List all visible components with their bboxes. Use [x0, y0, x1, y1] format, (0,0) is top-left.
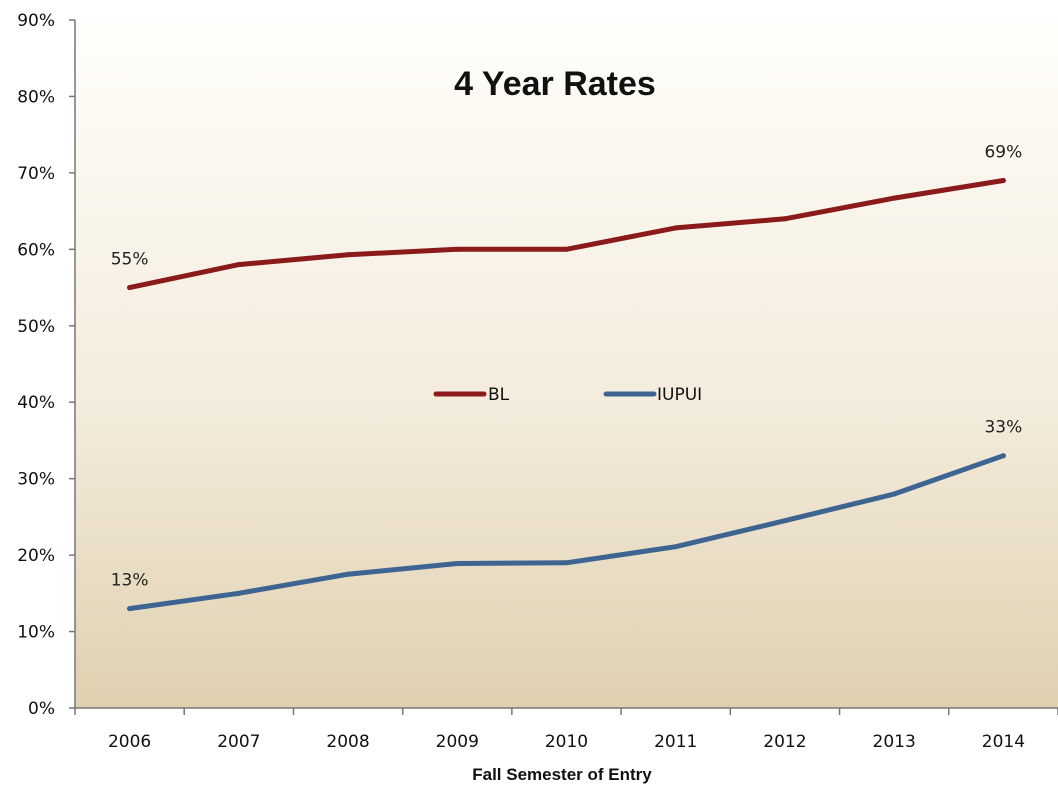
x-tick-label: 2010	[545, 732, 588, 752]
data-point-iupui	[236, 590, 242, 596]
data-point-iupui	[454, 561, 460, 567]
data-point-bl	[1000, 178, 1006, 184]
series-layer	[127, 178, 1006, 612]
y-tick-label: 0%	[28, 699, 55, 719]
y-tick-label: 90%	[17, 11, 55, 31]
data-point-bl	[345, 252, 351, 258]
y-tick-label: 30%	[17, 470, 55, 490]
data-label-iupui: 13%	[111, 571, 149, 591]
x-axis-title: Fall Semester of Entry	[472, 765, 652, 784]
data-point-bl	[127, 285, 133, 291]
data-label-bl: 69%	[984, 143, 1022, 163]
data-point-bl	[673, 225, 679, 231]
data-point-iupui	[1000, 453, 1006, 459]
x-tick-label: 2014	[982, 732, 1025, 752]
x-tick-label: 2008	[326, 732, 369, 752]
y-tick-label: 50%	[17, 317, 55, 337]
data-point-iupui	[127, 606, 133, 612]
data-point-bl	[236, 262, 242, 268]
y-tick-label: 70%	[17, 164, 55, 184]
x-tick-label: 2013	[873, 732, 916, 752]
y-tick-label: 60%	[17, 240, 55, 260]
plot-area	[75, 20, 1058, 708]
x-tick-label: 2011	[654, 732, 697, 752]
data-point-iupui	[564, 560, 569, 566]
data-point-iupui	[782, 518, 788, 524]
x-tick-label: 2006	[108, 732, 151, 752]
data-point-bl	[564, 246, 569, 252]
x-tick-label: 2007	[217, 732, 260, 752]
y-tick-label: 10%	[17, 623, 55, 643]
legend: BL IUPUI	[433, 385, 702, 405]
y-tick-label: 40%	[17, 393, 55, 413]
y-tick-label: 20%	[17, 546, 55, 566]
x-tick-label: 2012	[763, 732, 806, 752]
chart-title: 4 Year Rates	[454, 65, 656, 103]
x-tick-label: 2009	[436, 732, 479, 752]
axes	[74, 20, 1058, 709]
data-labels: 55% 69% 13% 33%	[111, 143, 1023, 591]
legend-label-iupui: IUPUI	[657, 385, 702, 405]
data-point-iupui	[345, 571, 351, 577]
data-point-iupui	[891, 491, 897, 497]
x-axis-ticks: 2006 2007 2008 2009 2010 2011 2012 2013 2014	[74, 708, 1058, 752]
data-label-iupui: 33%	[984, 418, 1022, 438]
y-tick-label: 80%	[17, 87, 55, 107]
data-point-bl	[454, 246, 460, 252]
data-point-iupui	[673, 544, 679, 550]
data-label-bl: 55%	[111, 250, 149, 270]
legend-label-bl: BL	[488, 385, 510, 405]
data-point-bl	[782, 216, 788, 222]
y-axis-ticks: 0% 10% 20% 30% 40% 50% 60% 70% 80% 90%	[17, 11, 75, 719]
data-point-bl	[891, 195, 897, 201]
